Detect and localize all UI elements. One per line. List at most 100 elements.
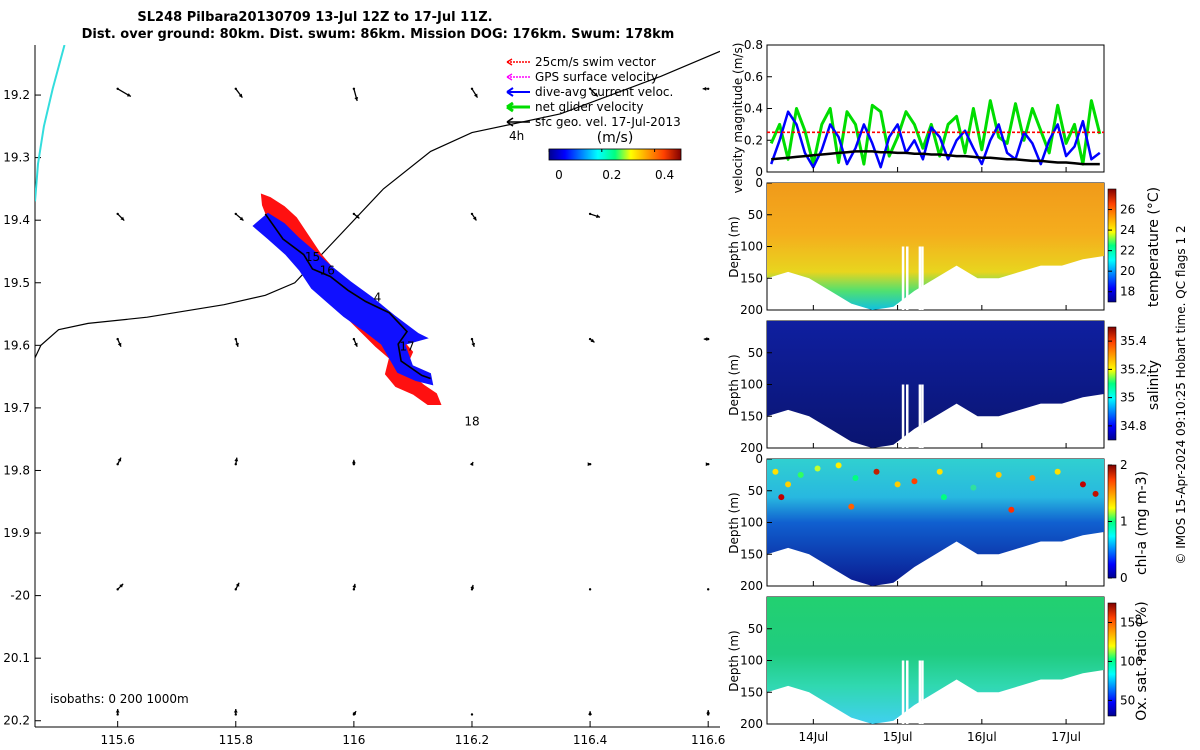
- colorbar-tick-label: 50: [1120, 693, 1135, 707]
- chlorophyll-spot: [1054, 468, 1061, 475]
- velocity-y-tick-label: 0.4: [744, 102, 763, 116]
- section-y-tick-label: 50: [748, 346, 763, 360]
- velocity-y-ticks: 0 0.2 0.4 0.6 0.8: [744, 38, 772, 179]
- geo-velocity-arrows: [115, 86, 711, 716]
- salinity-field: [767, 321, 1104, 448]
- geo-vel-arrowhead: [351, 459, 356, 464]
- data-gap-streak: [921, 660, 924, 724]
- legend-dive-avg: dive-avg current veloc.: [535, 85, 673, 99]
- salinity-ylabel: Depth (m): [727, 354, 741, 415]
- data-gap-streak: [901, 246, 905, 310]
- colorbar-tick-label: 35.4: [1120, 334, 1147, 348]
- geo-vel-arrowhead: [590, 338, 595, 343]
- salinity-colorbar-ticks: 34.8 35 35.2 35.4: [1108, 334, 1147, 433]
- colorbar-tick-label: 150: [1120, 615, 1143, 629]
- chlorophyll-colorbar-ticks: 0 1 2: [1108, 458, 1128, 585]
- section-y-tick-label: 150: [740, 685, 763, 699]
- colorbar-tick-label: 35.2: [1120, 362, 1147, 376]
- data-gap-streak: [921, 246, 924, 310]
- geo-vel-arrowhead: [126, 93, 131, 97]
- footer-credit: © IMOS 15-Apr-2024 09:10:25 Hobart time.…: [1174, 225, 1188, 564]
- legend-net-glider-arrowhead: [506, 101, 514, 113]
- day-label: 16: [320, 264, 335, 278]
- section-y-tick-label: 0: [755, 452, 763, 466]
- geo-vel-arrowhead: [473, 93, 478, 98]
- map-colorbar-tick-label: 0: [555, 168, 563, 182]
- dive-avg-current-swath: [252, 212, 434, 386]
- day-label: 17: [399, 339, 414, 353]
- chlorophyll-panel: 0 50 100 150 200 Depth (m) 0 1 2 chl-a (mg m-3…: [727, 452, 1150, 593]
- legend-swim-vector-arrowhead: [506, 58, 513, 66]
- geo-vel-arrowhead: [470, 584, 475, 589]
- map-panel: 19.2 19.3 19.4 19.5 19.6 19.7 19.8 19.9 -20 20.1 2…: [3, 45, 725, 747]
- velocity-y-tick-label: 0.2: [744, 133, 763, 147]
- map-colorbar-tick-label: 0.4: [655, 168, 674, 182]
- day-label: 18: [464, 414, 479, 428]
- map-y-tick-label: -20: [10, 589, 30, 603]
- colorbar-tick-label: 22: [1120, 244, 1135, 258]
- map-colorbar-label: (m/s): [597, 130, 634, 146]
- salinity-colorbar-label: salinity: [1146, 360, 1162, 410]
- map-y-tick-label: 19.3: [3, 151, 30, 165]
- velocity-series: [767, 99, 1104, 169]
- colorbar-tick-label: 20: [1120, 264, 1135, 278]
- velocity-series-line: [770, 110, 1101, 169]
- legend-net-glider: net glider velocity: [535, 100, 643, 114]
- x-tick-label: 17Jul: [1051, 730, 1081, 744]
- velocity-ylabel: velocity magnitude (m/s): [731, 43, 745, 194]
- oxygen-ylabel: Depth (m): [727, 630, 741, 691]
- chlorophyll-spot: [995, 471, 1002, 478]
- geo-vel-arrowhead: [587, 462, 592, 467]
- colorbar-tick-label: 2: [1120, 458, 1128, 472]
- velocity-y-tick-label: 0: [755, 165, 763, 179]
- chlorophyll-colorbar-label: chl-a (mg m-3): [1134, 471, 1150, 575]
- chlorophyll-spot: [1008, 506, 1015, 513]
- data-gap-streak: [918, 660, 922, 724]
- data-gap-streak: [901, 384, 905, 448]
- map-y-tick-label: 19.5: [3, 276, 30, 290]
- geo-vel-arrowhead: [238, 93, 243, 98]
- geo-vel-arrowhead: [354, 342, 358, 347]
- velocity-y-tick-label: 0.6: [744, 70, 763, 84]
- geo-vel-arrowhead: [233, 708, 238, 713]
- glider-track-group: [252, 193, 442, 405]
- map-x-tick-label: 116.4: [573, 733, 607, 747]
- map-y-tick-label: 19.6: [3, 338, 30, 352]
- chlorophyll-spot: [852, 475, 859, 482]
- geo-vel-arrowhead: [239, 216, 244, 221]
- chlorophyll-spot: [778, 494, 785, 501]
- geo-vel-arrowhead: [588, 711, 593, 715]
- map-x-tick-label: 116: [342, 733, 365, 747]
- colorbar-tick-label: 35: [1120, 391, 1135, 405]
- temperature-ylabel: Depth (m): [727, 216, 741, 277]
- x-tick-label: 14Jul: [798, 730, 828, 744]
- geo-vel-arrowhead: [471, 342, 476, 347]
- geo-vel-arrowhead: [705, 462, 710, 467]
- geo-vel-arrowhead: [352, 583, 357, 588]
- day-label: 15: [305, 250, 320, 264]
- title-line-1: SL248 Pilbara20130709 13-Jul 12Z to 17-J…: [137, 10, 492, 25]
- legend-arrow-scale: 4h: [509, 129, 524, 143]
- data-gap-streak: [918, 246, 922, 310]
- geo-vel-arrowhead: [706, 710, 711, 714]
- section-y-tick-label: 50: [748, 484, 763, 498]
- map-y-tick-label: 20.1: [3, 651, 30, 665]
- map-legend: 25cm/s swim vector GPS surface velocity …: [506, 55, 682, 182]
- geo-vel-arrow-origin: [470, 713, 474, 716]
- data-gap-streak: [906, 246, 909, 310]
- data-gap-streak: [906, 660, 909, 724]
- temperature-streaks: [901, 246, 924, 310]
- section-y-tick-label: 200: [740, 717, 763, 731]
- velocity-series-line: [769, 99, 1102, 166]
- data-gap-streak: [921, 384, 924, 448]
- map-x-tick-label: 115.8: [219, 733, 253, 747]
- colorbar-tick-label: 18: [1120, 285, 1135, 299]
- chlorophyll-spot: [936, 468, 943, 475]
- oxygen-y-ticks: 50 100 150 200: [740, 622, 772, 731]
- map-colorbar-tick-label: 0.2: [602, 168, 621, 182]
- x-tick-label: 15Jul: [883, 730, 913, 744]
- map-y-tick-label: 19.7: [3, 401, 30, 415]
- geo-vel-arrowhead: [703, 337, 708, 341]
- chlorophyll-ylabel: Depth (m): [727, 492, 741, 553]
